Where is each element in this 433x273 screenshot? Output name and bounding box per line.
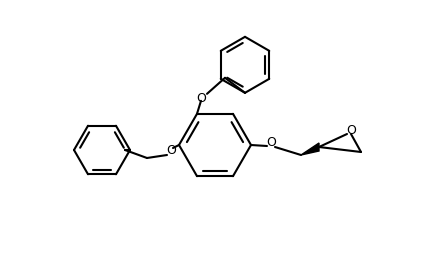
Text: O: O	[346, 123, 356, 136]
Text: O: O	[196, 92, 206, 105]
Polygon shape	[301, 143, 319, 155]
Text: O: O	[266, 135, 276, 149]
Text: O: O	[166, 144, 176, 156]
